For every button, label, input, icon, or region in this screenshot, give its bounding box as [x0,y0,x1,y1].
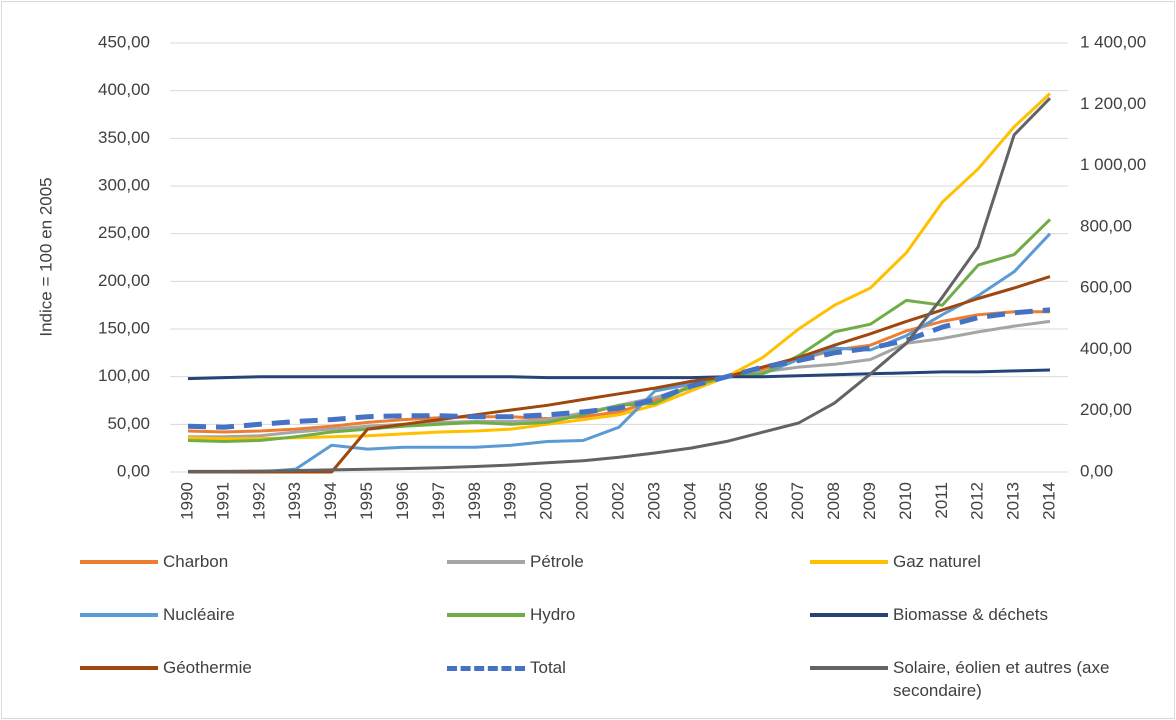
x-tick-label: 2001 [573,482,592,520]
legend-swatch [447,613,525,617]
x-tick-label: 2009 [860,482,879,520]
x-tick-label: 1992 [249,482,268,520]
y2-tick-label: 1 000,00 [1080,155,1146,174]
x-tick-label: 2002 [608,482,627,520]
x-tick-label: 1993 [285,482,304,520]
x-tick-label: 2004 [680,482,699,520]
legend-label: Pétrole [530,552,584,571]
x-tick-label: 1994 [321,482,340,520]
y2-tick-label: 800,00 [1080,216,1132,235]
x-tick-label: 1997 [429,482,448,520]
y-tick-label: 400,00 [98,80,150,99]
legend-label: Géothermie [163,658,252,677]
legend-item: Solaire, éolien et autres (axe secondair… [810,656,1118,702]
series-line [188,97,1052,473]
y-tick-label: 100,00 [98,366,150,385]
x-tick-label: 2011 [932,482,951,519]
y-tick-label: 50,00 [107,414,150,433]
x-tick-label: 2000 [537,482,556,520]
x-tick-label: 2013 [1004,482,1023,520]
x-tick-label: 1995 [357,482,376,520]
x-tick-label: 1996 [393,482,412,520]
y-tick-label: 350,00 [98,128,150,147]
y2-tick-label: 1 400,00 [1080,32,1146,51]
series-line [187,368,1051,381]
y2-tick-label: 0,00 [1080,461,1113,480]
legend-label: Biomasse & déchets [893,605,1048,624]
legend-item: Gaz naturel [810,550,1118,573]
legend-item: Total [447,656,780,679]
y2-tick-label: 1 200,00 [1080,94,1146,113]
legend-label: Hydro [530,605,576,624]
y-tick-label: 0,00 [117,461,150,480]
y-tick-label: 200,00 [98,271,150,290]
legend-swatch [80,613,158,617]
legend-label: Charbon [163,552,229,571]
y2-tick-label: 200,00 [1080,400,1132,419]
x-tick-label: 2007 [788,482,807,520]
x-tick-label: 1999 [501,482,520,520]
legend-swatch [810,560,888,564]
series-line [187,218,1052,443]
y2-tick-label: 600,00 [1080,278,1132,297]
x-tick-label: 2010 [896,482,915,520]
legend-item: Charbon [80,550,413,573]
y-tick-label: 150,00 [98,318,150,337]
series-line [187,307,1051,430]
y-tick-label: 250,00 [98,223,150,242]
legend-item: Pétrole [447,550,780,573]
legend-swatch [447,560,525,564]
x-tick-label: 1991 [213,482,232,520]
legend-swatch [80,560,158,564]
legend-item: Hydro [447,603,780,626]
series-line [187,92,1052,441]
legend-item: Biomasse & déchets [810,603,1118,626]
legend-label: Gaz naturel [893,552,981,571]
series-line [187,310,1050,434]
x-tick-label: 2012 [968,482,987,520]
legend-item: Géothermie [80,656,413,679]
series-line [188,275,1051,474]
legend-swatch [80,666,158,670]
x-tick-label: 2014 [1040,482,1059,520]
legend-swatch [810,613,888,617]
x-tick-label: 1998 [465,482,484,520]
x-tick-label: 2003 [644,482,663,520]
y-tick-label: 300,00 [98,175,150,194]
y-tick-label: 450,00 [98,32,150,51]
x-tick-label: 1990 [177,482,196,520]
y-axis-label: Indice = 100 en 2005 [36,177,55,336]
legend-label: Total [530,658,566,677]
legend-swatch [810,666,888,670]
series-line [188,232,1052,474]
x-tick-label: 2008 [824,482,843,520]
y2-tick-label: 400,00 [1080,339,1132,358]
legend-swatch [447,666,525,671]
x-tick-label: 2005 [716,482,735,520]
legend-label: Nucléaire [163,605,235,624]
legend-label: Solaire, éolien et autres (axe secondair… [893,658,1110,700]
x-tick-label: 2006 [752,482,771,520]
legend-item: Nucléaire [80,603,413,626]
